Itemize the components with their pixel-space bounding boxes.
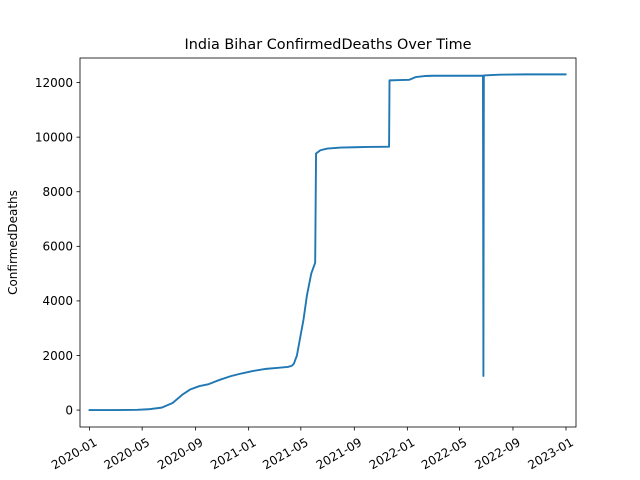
y-tick-label: 4000 (42, 294, 73, 308)
y-tick-label: 2000 (42, 349, 73, 363)
y-tick-label: 10000 (35, 130, 73, 144)
y-axis-label: ConfirmedDeaths (6, 190, 20, 295)
y-tick-label: 0 (65, 403, 73, 417)
series-layer (88, 73, 567, 412)
y-tick-label: 6000 (42, 240, 73, 254)
y-tick-label: 8000 (42, 185, 73, 199)
chart-title: India Bihar ConfirmedDeaths Over Time (185, 37, 472, 53)
axes-frame (79, 57, 577, 428)
y-tick-label: 12000 (35, 76, 73, 90)
y-axis-ticks: 0 2000 4000 6000 8000 10000 12000 (35, 76, 80, 417)
series-line (88, 73, 567, 412)
